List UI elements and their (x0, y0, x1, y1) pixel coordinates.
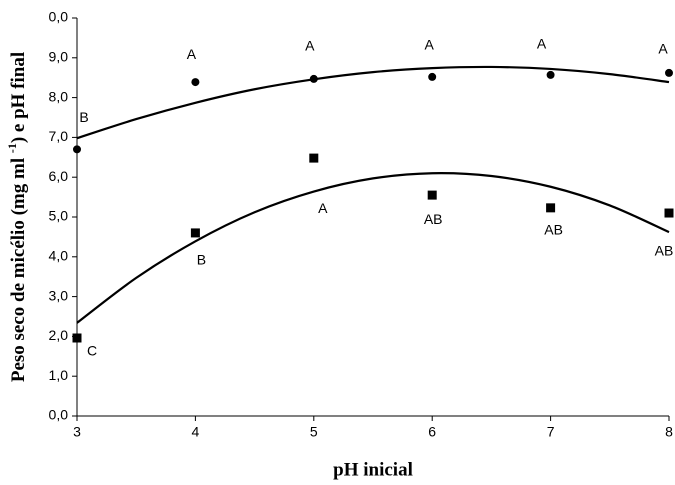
point (665, 68, 673, 77)
y-tick-label: 4,0 (49, 248, 69, 264)
y-tick-label: 2,0 (49, 327, 69, 343)
trend-line (76, 172, 670, 324)
point (427, 190, 437, 200)
y-tick-label: 9,0 (49, 49, 69, 65)
point (72, 333, 82, 343)
point-label: AB (655, 243, 674, 259)
point (428, 72, 437, 81)
x-tick-label: 3 (73, 424, 81, 440)
y-tick-label: 5,0 (49, 208, 69, 224)
y-tick-label: 0,0 (49, 407, 69, 423)
x-tick-label: 6 (428, 424, 436, 440)
x-axis-label: pH inicial (333, 459, 413, 480)
point-label: A (187, 46, 197, 62)
y-label-part: ) e pH final (8, 52, 29, 143)
point (309, 153, 319, 163)
point-label: C (87, 343, 97, 359)
point-label: B (79, 109, 88, 125)
point-label: A (425, 37, 435, 53)
point (73, 145, 81, 154)
point (546, 203, 556, 213)
point (191, 78, 200, 87)
y-label-superscript: -1 (5, 143, 19, 153)
point (190, 228, 200, 238)
y-tick-label: 0,0 (49, 9, 69, 25)
point-label: AB (424, 211, 443, 227)
y-axis-label: Peso seco de micélio (mg ml -1) e pH fin… (5, 52, 30, 382)
point-label: A (318, 200, 328, 216)
y-label-part: Peso seco de micélio (mg ml (8, 153, 29, 382)
y-tick-label: 1,0 (49, 367, 69, 383)
x-tick-label: 7 (547, 424, 555, 440)
point (664, 208, 674, 218)
point-label: A (305, 38, 315, 54)
x-tick-label: 5 (310, 424, 318, 440)
y-tick-label: 6,0 (49, 168, 69, 184)
point-label: A (537, 36, 547, 52)
x-tick-label: 8 (665, 424, 673, 440)
x-tick-label: 4 (192, 424, 200, 440)
point-label: B (197, 252, 206, 268)
point-label: A (658, 41, 668, 57)
y-tick-label: 8,0 (49, 88, 69, 104)
y-tick-label: 7,0 (49, 128, 69, 144)
point (546, 70, 555, 79)
y-tick-label: 3,0 (49, 287, 69, 303)
trend-line (76, 65, 670, 140)
point-label: AB (544, 222, 563, 238)
